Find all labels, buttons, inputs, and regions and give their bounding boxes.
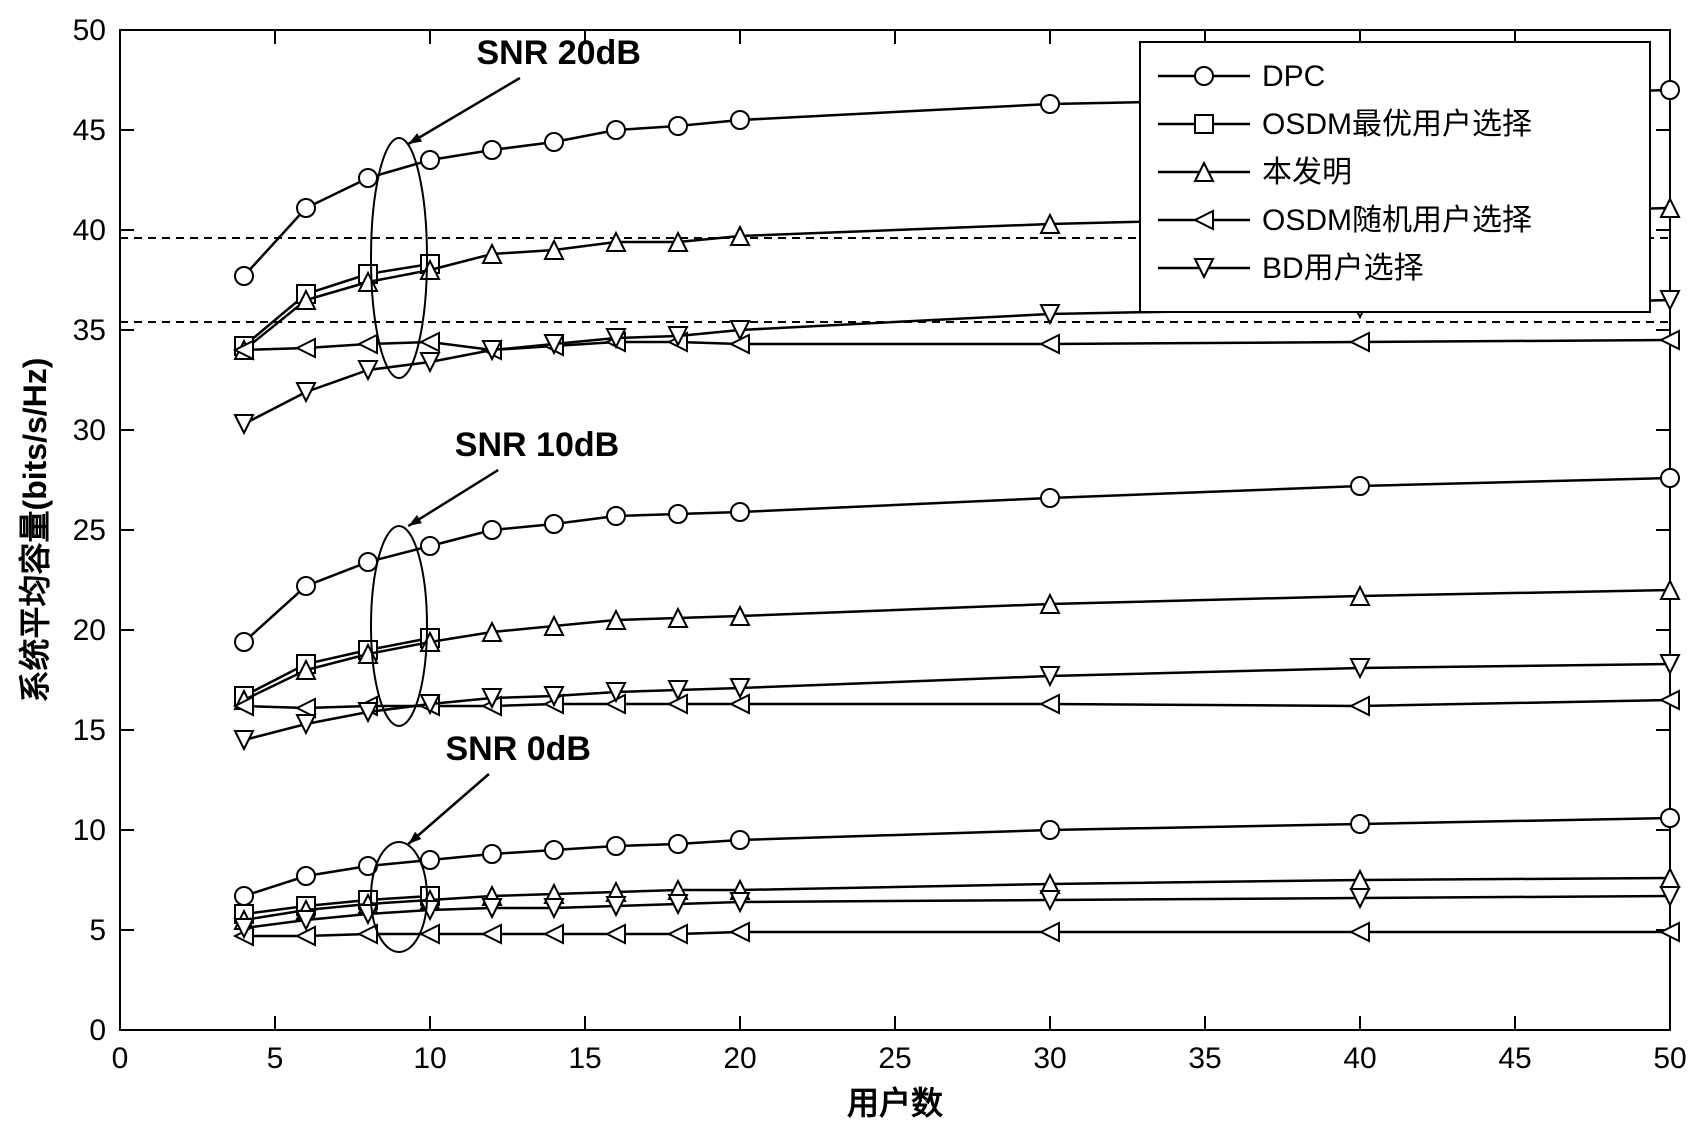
y-tick-label: 40 bbox=[73, 214, 106, 247]
y-axis-label: 系统平均容量(bits/s/Hz) bbox=[17, 358, 53, 703]
snr-label: SNR 20dB bbox=[477, 34, 641, 72]
y-tick-label: 20 bbox=[73, 614, 106, 647]
y-tick-label: 15 bbox=[73, 714, 106, 747]
y-tick-label: 0 bbox=[89, 1014, 106, 1047]
x-tick-label: 20 bbox=[723, 1042, 756, 1075]
x-tick-label: 30 bbox=[1033, 1042, 1066, 1075]
legend-label: BD用户选择 bbox=[1262, 252, 1424, 285]
x-axis-label: 用户数 bbox=[847, 1085, 944, 1121]
y-tick-label: 5 bbox=[89, 914, 106, 947]
x-tick-label: 50 bbox=[1653, 1042, 1686, 1075]
snr-label: SNR 0dB bbox=[446, 730, 591, 768]
series-line bbox=[244, 932, 1670, 936]
x-tick-label: 10 bbox=[413, 1042, 446, 1075]
y-tick-label: 35 bbox=[73, 314, 106, 347]
series-line bbox=[244, 478, 1670, 642]
line-chart: 0 5 10 15 20 25 30 35 40 45 50 0 5 10 15 20 25 30 35 40 45 50… bbox=[0, 0, 1704, 1138]
series-line bbox=[244, 590, 1670, 700]
series-line bbox=[244, 818, 1670, 896]
x-tick-label: 25 bbox=[878, 1042, 911, 1075]
legend-label: 本发明 bbox=[1262, 156, 1352, 189]
x-tick-label: 45 bbox=[1498, 1042, 1531, 1075]
series-line bbox=[244, 878, 1670, 920]
y-tick-label: 25 bbox=[73, 514, 106, 547]
x-tick-label: 15 bbox=[568, 1042, 601, 1075]
snr-label: SNR 10dB bbox=[455, 426, 619, 464]
x-tick-label: 35 bbox=[1188, 1042, 1221, 1075]
series-line bbox=[244, 340, 1670, 350]
legend-label: OSDM随机用户选择 bbox=[1262, 204, 1532, 237]
series-line bbox=[244, 896, 1670, 928]
y-tick-label: 45 bbox=[73, 114, 106, 147]
group-ellipse bbox=[371, 526, 427, 726]
y-tick-label: 10 bbox=[73, 814, 106, 847]
x-tick-label: 0 bbox=[112, 1042, 129, 1075]
series-line bbox=[244, 300, 1670, 424]
y-tick-label: 50 bbox=[73, 14, 106, 47]
series-line bbox=[244, 664, 1670, 740]
x-tick-label: 40 bbox=[1343, 1042, 1376, 1075]
x-tick-label: 5 bbox=[267, 1042, 284, 1075]
legend-label: OSDM最优用户选择 bbox=[1262, 108, 1532, 141]
y-tick-label: 30 bbox=[73, 414, 106, 447]
legend-label: DPC bbox=[1262, 60, 1325, 93]
